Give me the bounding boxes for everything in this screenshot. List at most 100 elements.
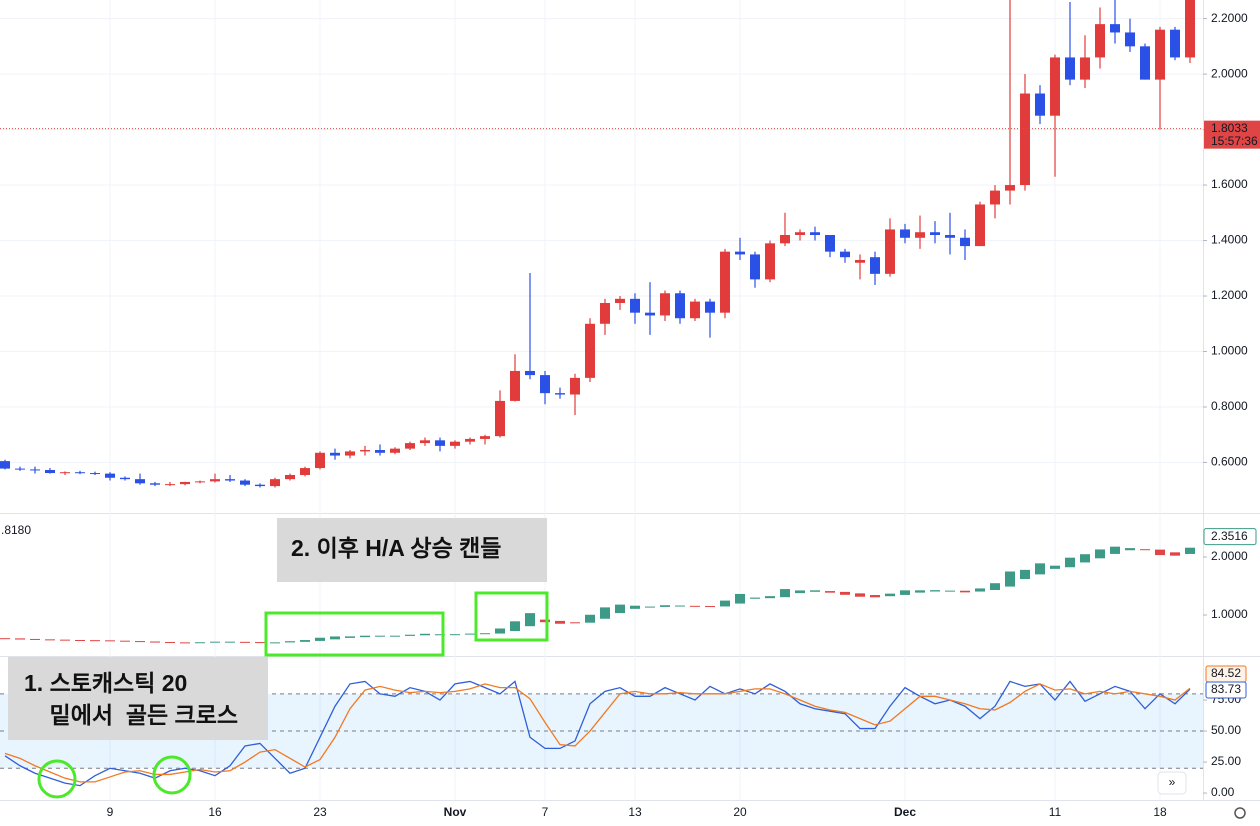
- candle-body: [1140, 46, 1150, 80]
- candle-body: [330, 636, 340, 640]
- candle-body: [705, 301, 715, 313]
- candle-body: [240, 641, 250, 643]
- candle-body: [195, 642, 205, 644]
- candle-body: [225, 479, 235, 481]
- candle-body: [1050, 57, 1060, 116]
- candle-body: [510, 370, 520, 401]
- candle-body: [1155, 549, 1165, 556]
- candle-body: [1185, 547, 1195, 554]
- candle-body: [390, 635, 400, 637]
- candle-body: [375, 450, 385, 453]
- x-tick-label: 18: [1153, 805, 1167, 819]
- candle-body: [345, 636, 355, 638]
- candle-body: [225, 641, 235, 643]
- y-tick-label: 1.0000: [1211, 344, 1248, 358]
- y-tick-label: 1.2000: [1211, 288, 1248, 302]
- candle-body: [810, 590, 820, 592]
- last-price-label: 1.8033: [1211, 121, 1248, 135]
- candle-body: [360, 635, 370, 638]
- candle-body: [615, 604, 625, 614]
- candle-body: [675, 293, 685, 319]
- pane: [0, 546, 1195, 644]
- candle-body: [870, 595, 880, 598]
- candle-body: [1020, 569, 1030, 580]
- candle-body: [585, 323, 595, 378]
- y-tick-label: 50.00: [1211, 723, 1241, 737]
- candle-body: [540, 375, 550, 394]
- candle-body: [210, 479, 220, 482]
- candle-body: [255, 484, 265, 487]
- candle-body: [960, 237, 970, 247]
- candle-body: [45, 469, 55, 474]
- candle-body: [1170, 552, 1180, 556]
- x-tick-label: 23: [313, 805, 327, 819]
- candle-body: [75, 639, 85, 641]
- y-tick-label: 1.0000: [1211, 607, 1248, 621]
- y-tick-label: 0.6000: [1211, 455, 1248, 469]
- candle-body: [1125, 548, 1135, 551]
- candle-body: [0, 638, 10, 640]
- candle-body: [60, 472, 70, 474]
- candle-body: [375, 635, 385, 637]
- candle-body: [510, 621, 520, 632]
- candle-body: [585, 614, 595, 623]
- candle-body: [1110, 546, 1120, 554]
- candle-body: [270, 479, 280, 487]
- candle-body: [1110, 24, 1120, 33]
- candle-body: [1080, 554, 1090, 563]
- candle-body: [750, 254, 760, 280]
- candle-body: [675, 605, 685, 607]
- y-tick-label: 0.8000: [1211, 399, 1248, 413]
- candle-body: [660, 293, 670, 316]
- settings-icon[interactable]: [1234, 807, 1246, 819]
- candle-body: [1155, 29, 1165, 80]
- candle-body: [1140, 549, 1150, 551]
- candle-body: [990, 583, 1000, 590]
- candle-body: [90, 640, 100, 642]
- x-tick-label: 9: [107, 805, 114, 819]
- candle-body: [720, 251, 730, 313]
- candle-body: [315, 452, 325, 469]
- candle-body: [555, 620, 565, 624]
- candle-body: [465, 438, 475, 442]
- candle-body: [555, 393, 565, 395]
- countdown-label: 15:57:36: [1211, 134, 1258, 148]
- candle-body: [180, 642, 190, 644]
- candle-body: [900, 590, 910, 595]
- candle-body: [120, 477, 130, 480]
- x-tick-label: 7: [542, 805, 549, 819]
- candle-body: [810, 232, 820, 235]
- candle-body: [1005, 185, 1015, 191]
- highlight-circle: [152, 755, 192, 795]
- y-tick-label: 1.6000: [1211, 177, 1248, 191]
- candle-body: [285, 474, 295, 480]
- candle-body: [45, 639, 55, 641]
- candle-body: [645, 606, 655, 608]
- candle-body: [390, 448, 400, 453]
- candle-body: [825, 591, 835, 593]
- candle-body: [495, 400, 505, 437]
- candle-body: [1020, 93, 1030, 186]
- candle-body: [690, 301, 700, 319]
- candle-body: [150, 483, 160, 485]
- candle-body: [900, 229, 910, 238]
- stoch-line: [4, 680, 1191, 787]
- x-tick-label: Nov: [444, 805, 467, 819]
- candle-body: [360, 450, 370, 452]
- candle-body: [915, 590, 925, 593]
- candle-body: [1035, 93, 1045, 116]
- scroll-icon: »: [1169, 775, 1176, 789]
- candle-body: [405, 443, 415, 449]
- candle-body: [780, 589, 790, 598]
- x-tick-label: Dec: [894, 805, 916, 819]
- candle-body: [690, 605, 700, 607]
- candle-body: [840, 591, 850, 595]
- candle-body: [75, 472, 85, 474]
- candle-body: [780, 234, 790, 244]
- candle-body: [1080, 57, 1090, 80]
- candle-body: [765, 243, 775, 280]
- candle-body: [285, 641, 295, 643]
- last-price-box: [1204, 120, 1260, 149]
- last-value-box: [1205, 681, 1247, 699]
- scroll-button[interactable]: [1157, 771, 1187, 795]
